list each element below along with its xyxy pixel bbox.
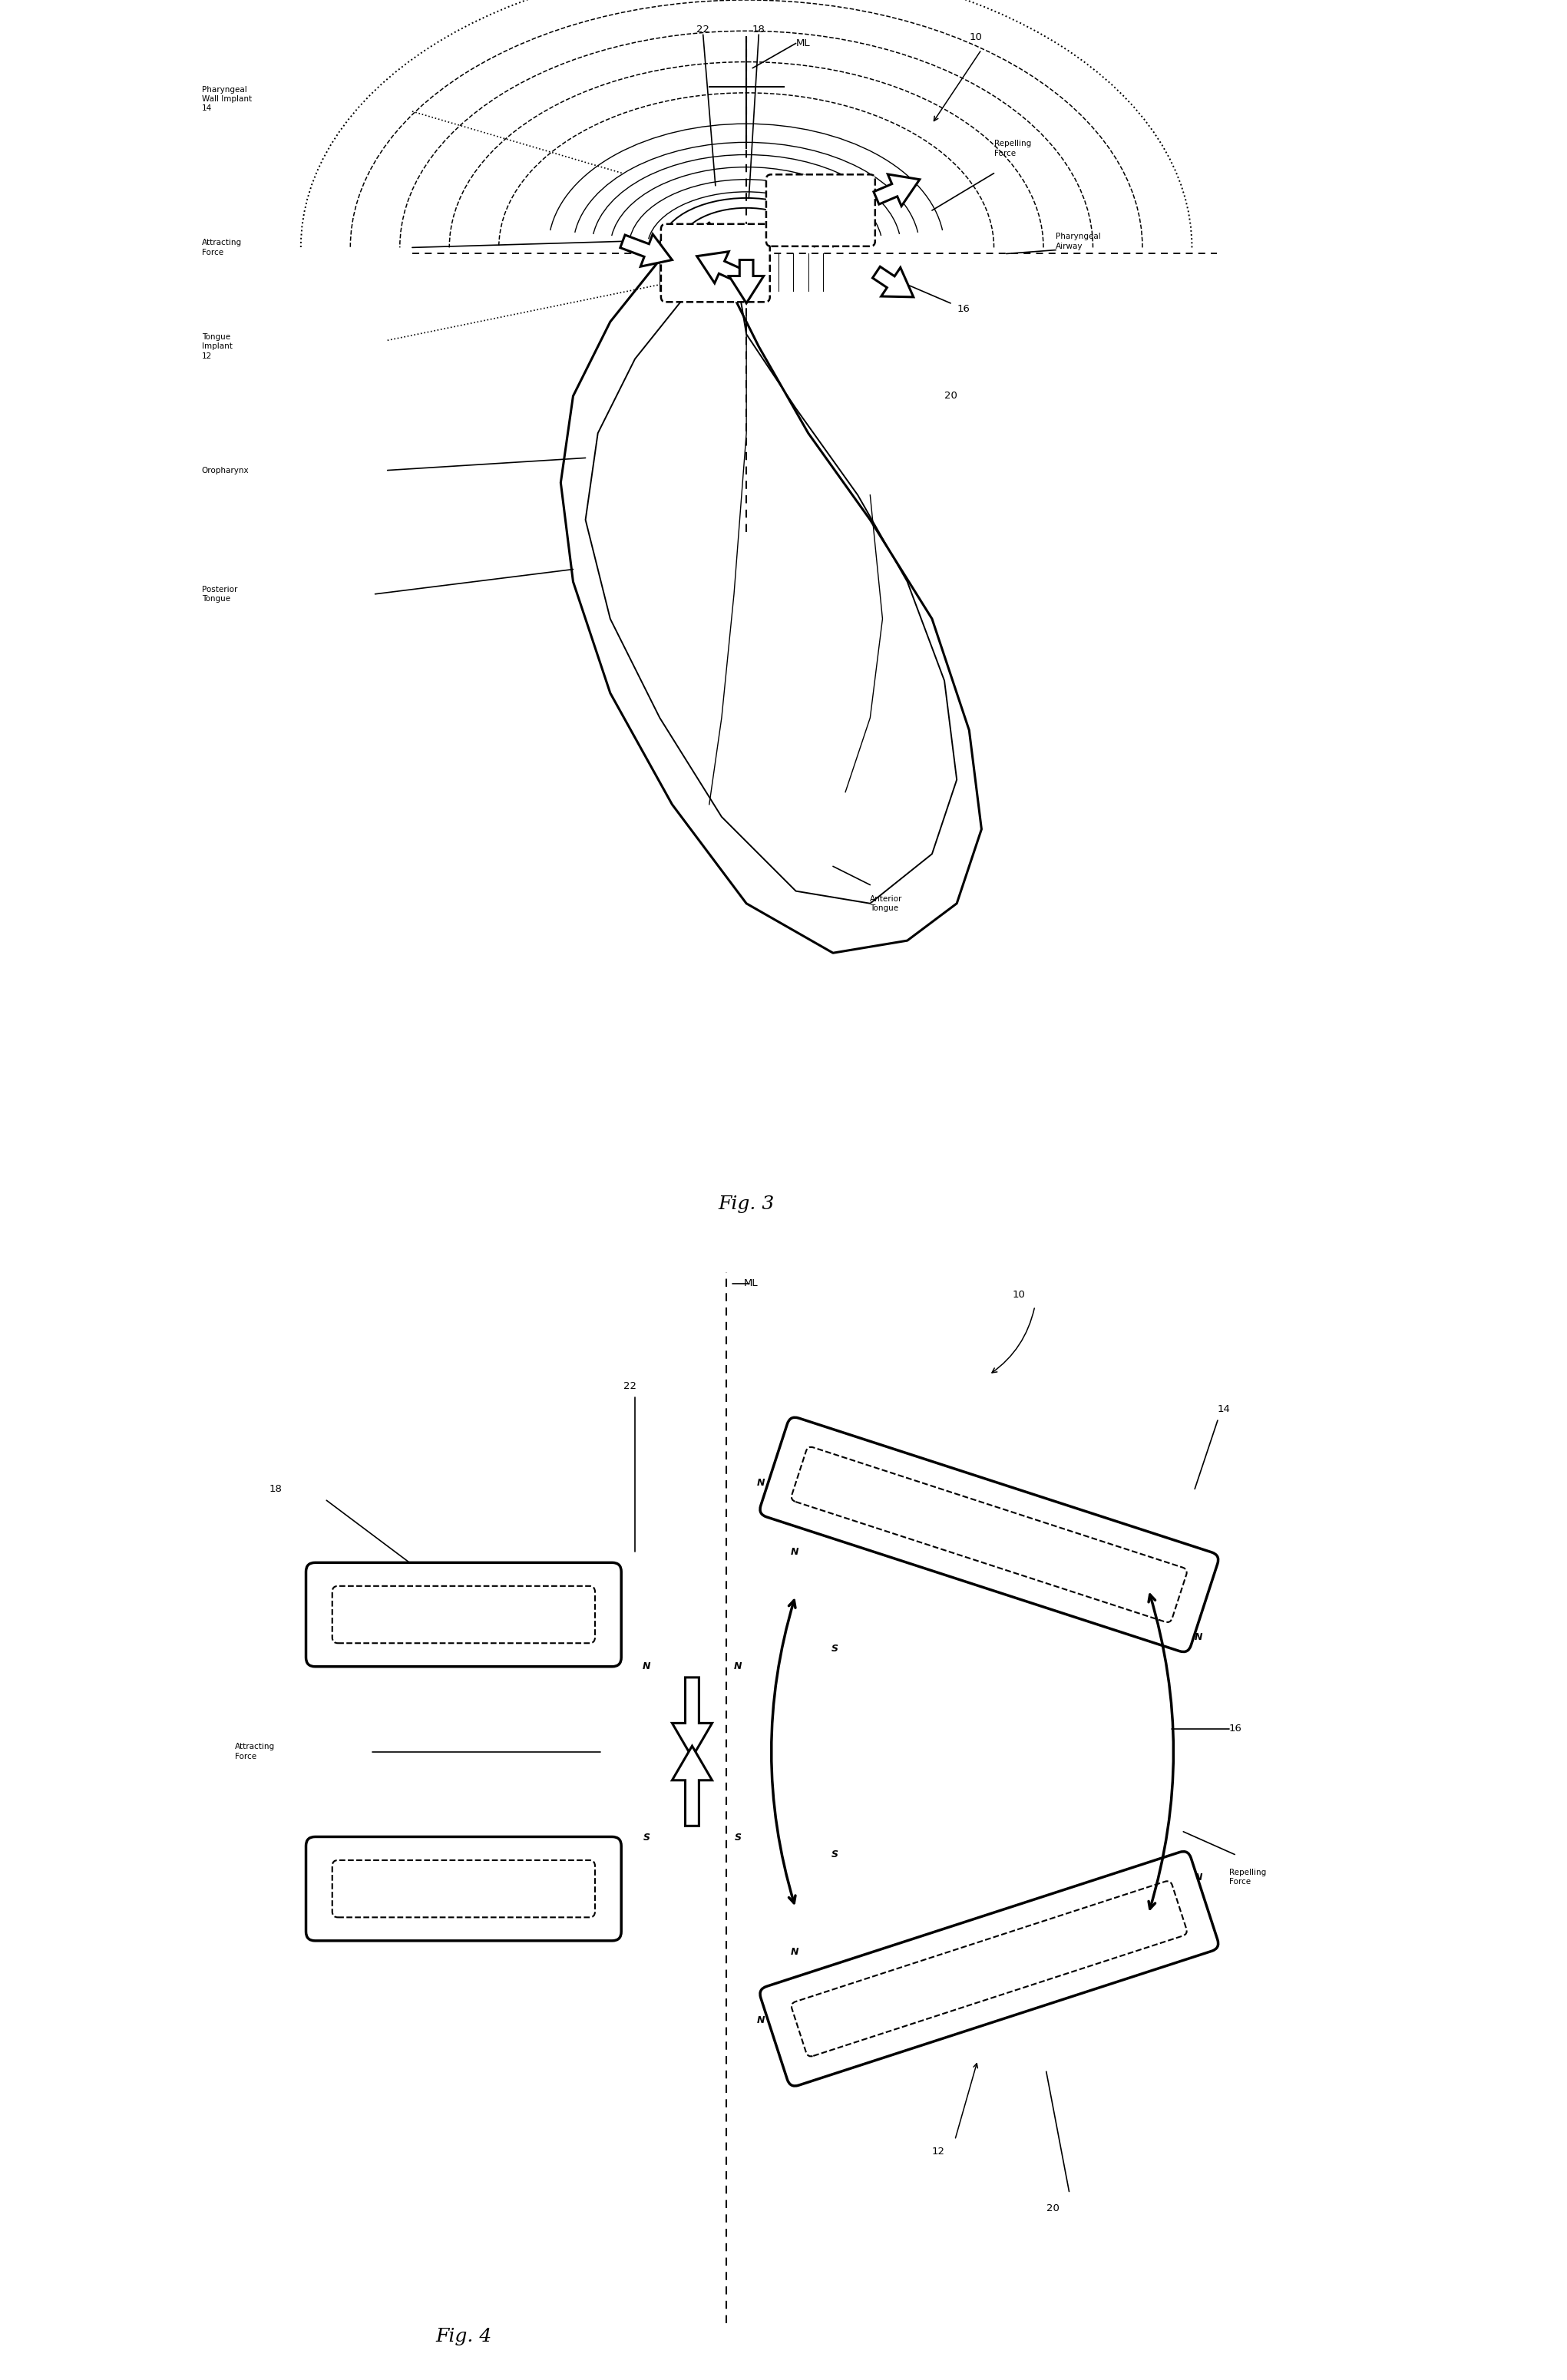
Text: 14: 14 <box>1218 1404 1230 1414</box>
Text: 10: 10 <box>968 33 983 43</box>
Text: S: S <box>642 1833 650 1842</box>
FancyBboxPatch shape <box>661 224 769 302</box>
FancyBboxPatch shape <box>791 1880 1186 2056</box>
FancyBboxPatch shape <box>306 1564 621 1666</box>
FancyBboxPatch shape <box>306 1837 621 1940</box>
Text: S: S <box>832 1849 838 1859</box>
Text: Fig. 3: Fig. 3 <box>718 1195 774 1214</box>
Text: 20: 20 <box>1047 2204 1059 2213</box>
Text: N: N <box>642 1661 650 1671</box>
Text: S: S <box>368 1844 376 1854</box>
FancyArrow shape <box>672 1678 711 1756</box>
Text: Oropharynx: Oropharynx <box>202 466 249 474</box>
Text: Pharyngeal
Airway: Pharyngeal Airway <box>1056 233 1102 250</box>
Text: N: N <box>368 1923 376 1933</box>
Text: S: S <box>495 1844 501 1854</box>
FancyBboxPatch shape <box>332 1585 595 1642</box>
Text: ML: ML <box>743 1278 758 1288</box>
FancyBboxPatch shape <box>760 1418 1218 1652</box>
FancyArrow shape <box>874 174 920 207</box>
Text: Attracting
Force: Attracting Force <box>202 238 241 257</box>
Text: 20: 20 <box>945 390 957 400</box>
Text: N: N <box>791 1947 799 1956</box>
Text: S: S <box>495 1571 501 1580</box>
FancyArrow shape <box>873 267 914 298</box>
FancyArrow shape <box>729 259 763 302</box>
Text: S: S <box>1194 1552 1202 1561</box>
Text: N: N <box>757 1478 765 1488</box>
Text: S: S <box>832 1645 838 1654</box>
Text: Anterior
Tongue: Anterior Tongue <box>870 895 903 912</box>
Text: N: N <box>791 1547 799 1557</box>
FancyBboxPatch shape <box>760 1852 1218 2085</box>
Text: N: N <box>757 2016 765 2025</box>
Text: Pharyngeal
Wall Implant
14: Pharyngeal Wall Implant 14 <box>202 86 252 112</box>
Text: 16: 16 <box>1229 1723 1243 1733</box>
Text: Repelling
Force: Repelling Force <box>1229 1868 1266 1885</box>
Text: N: N <box>733 1661 741 1671</box>
Text: N: N <box>1194 1633 1203 1642</box>
Text: N: N <box>494 1923 501 1933</box>
Text: 10: 10 <box>1012 1290 1025 1299</box>
Text: 22: 22 <box>624 1380 636 1390</box>
FancyArrow shape <box>672 1747 711 1825</box>
Text: 16: 16 <box>957 305 970 314</box>
Text: Posterior
Tongue: Posterior Tongue <box>202 585 238 602</box>
FancyBboxPatch shape <box>766 174 874 245</box>
Text: N: N <box>1167 1616 1175 1626</box>
Text: 18: 18 <box>270 1485 282 1495</box>
Text: 18: 18 <box>752 24 765 36</box>
Text: S: S <box>1194 1942 1202 1952</box>
Text: N: N <box>1194 1873 1203 1883</box>
FancyArrow shape <box>697 252 749 286</box>
Text: 12: 12 <box>932 2147 945 2156</box>
Text: Attracting
Force: Attracting Force <box>235 1742 276 1761</box>
Text: Fig. 4: Fig. 4 <box>436 2328 492 2347</box>
Text: N: N <box>494 1649 501 1659</box>
FancyArrow shape <box>621 233 672 267</box>
Text: N: N <box>1167 1878 1175 1887</box>
Text: S: S <box>735 1833 741 1842</box>
FancyBboxPatch shape <box>791 1447 1186 1623</box>
Text: N: N <box>368 1649 376 1659</box>
FancyBboxPatch shape <box>332 1861 595 1918</box>
Text: ML: ML <box>796 38 810 48</box>
Text: S: S <box>368 1571 376 1580</box>
Text: Repelling
Force: Repelling Force <box>993 140 1031 157</box>
Text: Tongue
Implant
12: Tongue Implant 12 <box>202 333 232 359</box>
Text: 22: 22 <box>696 24 710 36</box>
